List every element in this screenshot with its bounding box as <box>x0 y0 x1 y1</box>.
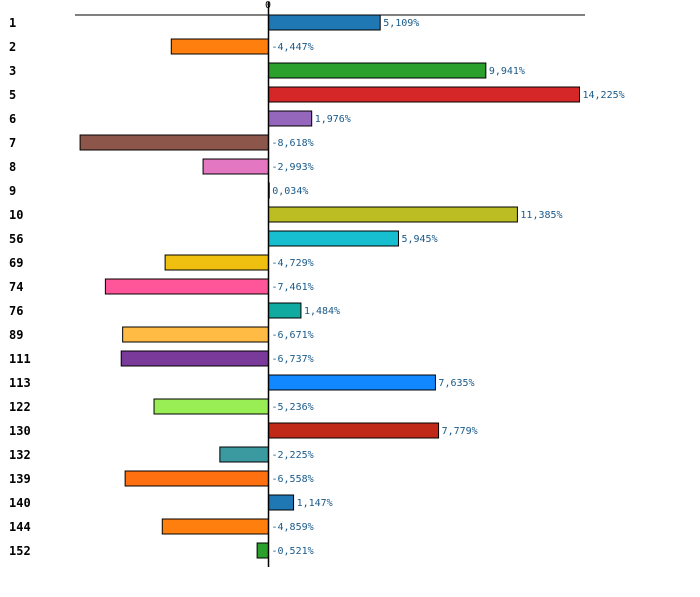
value-label: 1,976% <box>315 114 351 125</box>
category-label: 56 <box>9 232 23 246</box>
value-label: -4,859% <box>272 522 314 533</box>
value-label: -2,993% <box>272 162 314 173</box>
bars-group: 1 5,109% 2 -4,447% 3 9,941% 5 14,225% 6 1,976% 7 -8… <box>9 14 625 559</box>
value-label: -7,461% <box>272 282 314 293</box>
bar <box>170 38 269 55</box>
bar <box>153 398 269 415</box>
bar <box>268 62 487 79</box>
value-label: 1,484% <box>304 306 340 317</box>
bar <box>79 134 270 151</box>
value-label: 11,385% <box>520 210 562 221</box>
value-label: 0,034% <box>272 186 308 197</box>
bar <box>268 14 381 31</box>
bar <box>202 158 269 175</box>
value-label: 14,225% <box>583 90 625 101</box>
value-label: 1,147% <box>297 498 333 509</box>
category-label: 8 <box>9 160 16 174</box>
value-label: -8,618% <box>272 138 314 149</box>
category-label: 139 <box>9 472 31 486</box>
category-label: 130 <box>9 424 31 438</box>
category-label: 2 <box>9 40 16 54</box>
value-label: 5,945% <box>401 234 437 245</box>
bar <box>268 86 580 103</box>
bar <box>120 350 270 367</box>
bar <box>268 494 295 511</box>
category-label: 69 <box>9 256 23 270</box>
bar <box>268 230 399 247</box>
category-label: 3 <box>9 64 16 78</box>
category-label: 5 <box>9 88 16 102</box>
category-label: 74 <box>9 280 23 294</box>
category-label: 132 <box>9 448 31 462</box>
value-label: -5,236% <box>272 402 314 413</box>
value-label: -4,729% <box>272 258 314 269</box>
category-label: 76 <box>9 304 23 318</box>
bar <box>124 470 269 487</box>
bar <box>268 302 302 319</box>
category-label: 144 <box>9 520 31 534</box>
category-label: 6 <box>9 112 16 126</box>
bar <box>268 110 313 127</box>
category-label: 140 <box>9 496 31 510</box>
bar <box>104 278 270 295</box>
bar <box>219 446 270 463</box>
bar <box>268 422 440 439</box>
value-label: -6,671% <box>272 330 314 341</box>
bar <box>122 326 269 343</box>
category-label: 122 <box>9 400 31 414</box>
category-label: 113 <box>9 376 31 390</box>
value-label: 7,779% <box>442 426 478 437</box>
category-label: 111 <box>9 352 31 366</box>
value-label: -6,558% <box>272 474 314 485</box>
bar <box>268 374 436 391</box>
value-label: 9,941% <box>489 66 525 77</box>
category-label: 89 <box>9 328 23 342</box>
category-label: 1 <box>9 16 16 30</box>
value-label: -0,521% <box>272 546 314 557</box>
value-label: -2,225% <box>272 450 314 461</box>
bar <box>161 518 269 535</box>
category-label: 152 <box>9 544 31 558</box>
bar <box>164 254 269 271</box>
value-label: -6,737% <box>272 354 314 365</box>
bar <box>256 542 269 559</box>
category-label: 9 <box>9 184 16 198</box>
category-label: 10 <box>9 208 23 222</box>
category-label: 7 <box>9 136 16 150</box>
bar <box>268 206 518 223</box>
value-label: -4,447% <box>272 42 314 53</box>
value-label: 5,109% <box>383 18 419 29</box>
value-label: 7,635% <box>438 378 474 389</box>
